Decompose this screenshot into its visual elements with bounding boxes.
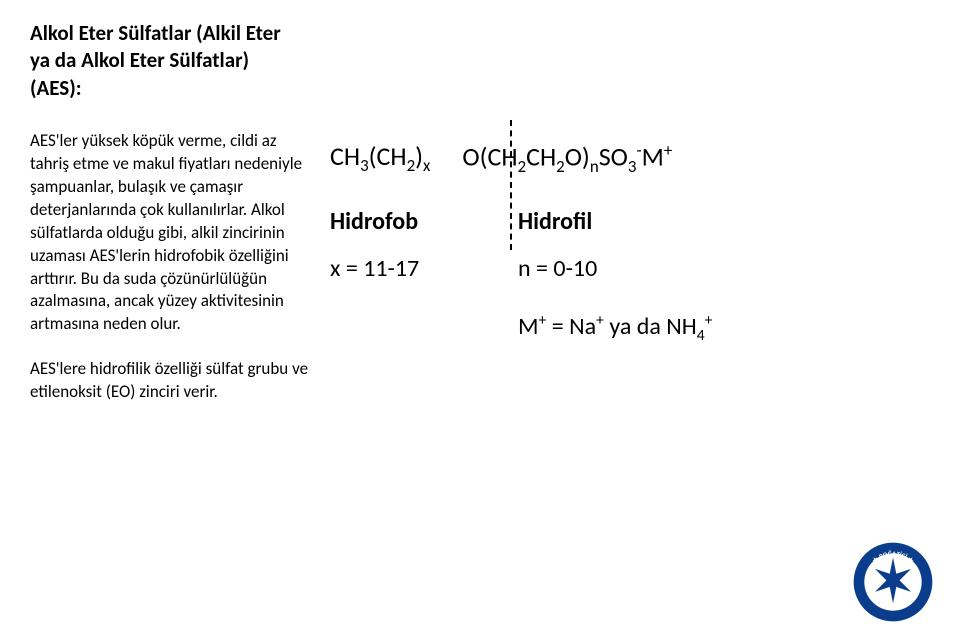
title-line-1: Alkol Eter Sülfatlar (Alkil Eter bbox=[30, 20, 281, 46]
label-hydrophil: Hidrofil bbox=[518, 207, 592, 236]
paragraph-1: AES'ler yüksek köpük verme, cildi az tah… bbox=[30, 130, 310, 336]
left-column: AES'ler yüksek köpük verme, cildi az tah… bbox=[30, 130, 310, 426]
logo-svg: ★ BOĞAZİÇİ ★ ÜNİVERSİTESİ 1863 bbox=[852, 541, 934, 623]
eq-x-range: x = 11-17 bbox=[330, 254, 518, 283]
equation-row: x = 11-17 n = 0-10 bbox=[330, 254, 930, 283]
university-logo: ★ BOĞAZİÇİ ★ ÜNİVERSİTESİ 1863 bbox=[852, 541, 934, 623]
f-sub2: 2 bbox=[407, 155, 416, 176]
f-po: (CH bbox=[369, 140, 407, 172]
f-rch: CH bbox=[526, 141, 556, 173]
formula-hydrophil: O(CH2CH2O)nSO3-M+ bbox=[454, 140, 672, 177]
content-row: AES'ler yüksek köpük verme, cildi az tah… bbox=[30, 130, 930, 426]
eqm-s3: + bbox=[705, 311, 713, 330]
f-pc: ) bbox=[415, 140, 423, 172]
title-line-3: (AES): bbox=[30, 75, 82, 101]
eqm-eq: = Na bbox=[546, 312, 596, 341]
f-ro: O(CH bbox=[462, 141, 517, 173]
eqm-or: ya da NH bbox=[604, 312, 697, 341]
f-supp: + bbox=[664, 140, 672, 161]
title-line-2: ya da Alkol Eter Sülfatlar) bbox=[30, 47, 249, 73]
eqm-p: M bbox=[518, 312, 539, 341]
formula-hydrophob: CH3(CH2)x bbox=[330, 140, 438, 176]
f-rso: SO bbox=[599, 141, 628, 173]
paragraph-2: AES'lere hidrofilik özelliği sülfat grub… bbox=[30, 358, 310, 404]
eqm-s2: + bbox=[596, 311, 604, 330]
f-ro2: O) bbox=[565, 141, 590, 173]
label-hydrophob: Hidrofob bbox=[330, 207, 518, 236]
f-rs2a: 2 bbox=[518, 156, 527, 177]
chemical-formula: CH3(CH2)x O(CH2CH2O)nSO3-M+ bbox=[330, 140, 930, 177]
right-column: CH3(CH2)x O(CH2CH2O)nSO3-M+ Hidrofob Hid… bbox=[330, 130, 930, 426]
f-sub3: 3 bbox=[360, 155, 369, 176]
f-rs2b: 2 bbox=[556, 156, 565, 177]
f-rm: M bbox=[642, 141, 664, 173]
logo-year: 1863 bbox=[886, 613, 901, 622]
f-rsn: n bbox=[590, 156, 599, 177]
f-subx: x bbox=[423, 155, 430, 176]
eq-m-definition: M+ = Na+ ya da NH4+ bbox=[518, 311, 930, 345]
eqm-sub4: 4 bbox=[697, 326, 705, 345]
slide-title: Alkol Eter Sülfatlar (Alkil Eter ya da A… bbox=[30, 20, 930, 102]
eq-n-range: n = 0-10 bbox=[518, 254, 597, 283]
label-row: Hidrofob Hidrofil bbox=[330, 207, 930, 236]
f-ch: CH bbox=[330, 140, 360, 172]
